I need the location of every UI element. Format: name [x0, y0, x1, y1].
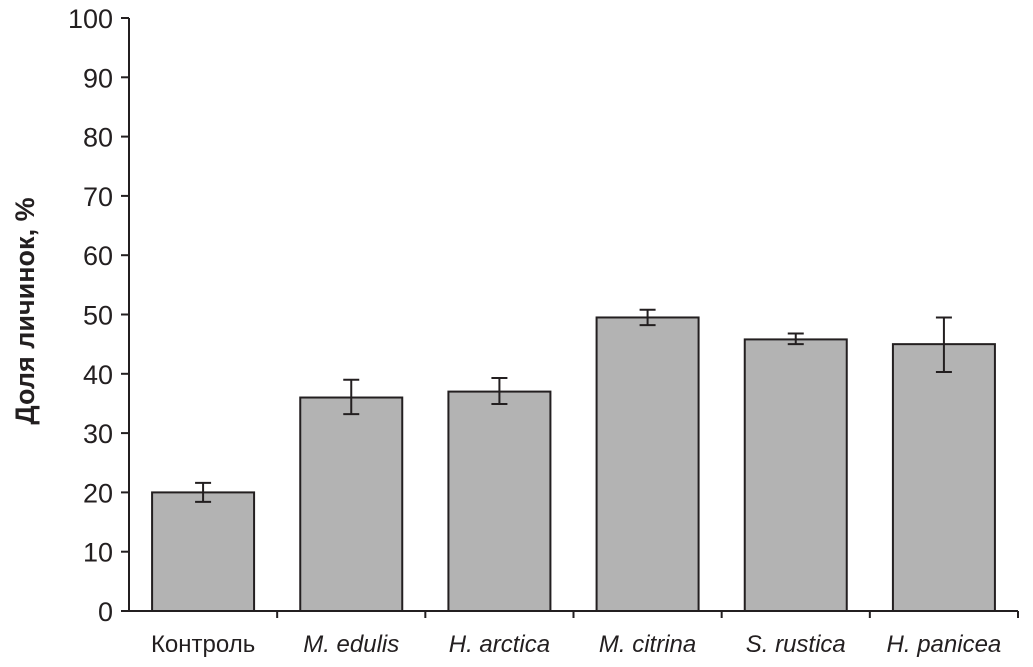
y-tick-label-60: 60 [83, 241, 113, 271]
y-tick-label-70: 70 [83, 182, 113, 212]
error-bar-4 [787, 332, 804, 346]
x-category-label-2: H. arctica [449, 631, 550, 658]
x-category-label-4: S. rustica [746, 631, 846, 658]
x-category-label-1: M. edulis [303, 631, 399, 658]
y-tick-label-50: 50 [83, 301, 113, 331]
error-bar-2 [491, 376, 508, 406]
x-category-label-0: Контроль [151, 631, 255, 658]
bar-3 [595, 316, 700, 612]
y-tick-label-80: 80 [83, 123, 113, 153]
error-bar-1 [343, 378, 360, 416]
x-axis-labels: Контроль M. edulis H. arctica M. citrina S. … [151, 631, 1001, 658]
x-category-label-5: H. panicea [887, 631, 1002, 658]
bars [151, 316, 996, 612]
error-bars [195, 308, 952, 503]
bar-4 [743, 338, 848, 612]
y-tick-label-10: 10 [83, 538, 113, 568]
axes [128, 18, 1019, 618]
bar-0 [151, 491, 256, 612]
y-tick-label-100: 100 [68, 4, 113, 34]
bar-2 [447, 390, 552, 612]
error-bar-0 [195, 481, 212, 503]
error-bar-3 [639, 308, 656, 327]
y-axis-ticks: 0 10 20 30 40 50 60 70 80 90 100 [68, 4, 129, 627]
error-bar-5 [935, 316, 952, 374]
x-category-label-3: M. citrina [599, 631, 696, 658]
y-tick-label-90: 90 [83, 63, 113, 93]
y-tick-label-20: 20 [83, 478, 113, 508]
y-tick-label-40: 40 [83, 360, 113, 390]
y-tick-label-30: 30 [83, 419, 113, 449]
bar-1 [299, 396, 404, 612]
y-tick-label-0: 0 [98, 597, 113, 627]
y-axis-title: Доля личинок, % [10, 197, 40, 424]
bar-5 [891, 343, 996, 612]
